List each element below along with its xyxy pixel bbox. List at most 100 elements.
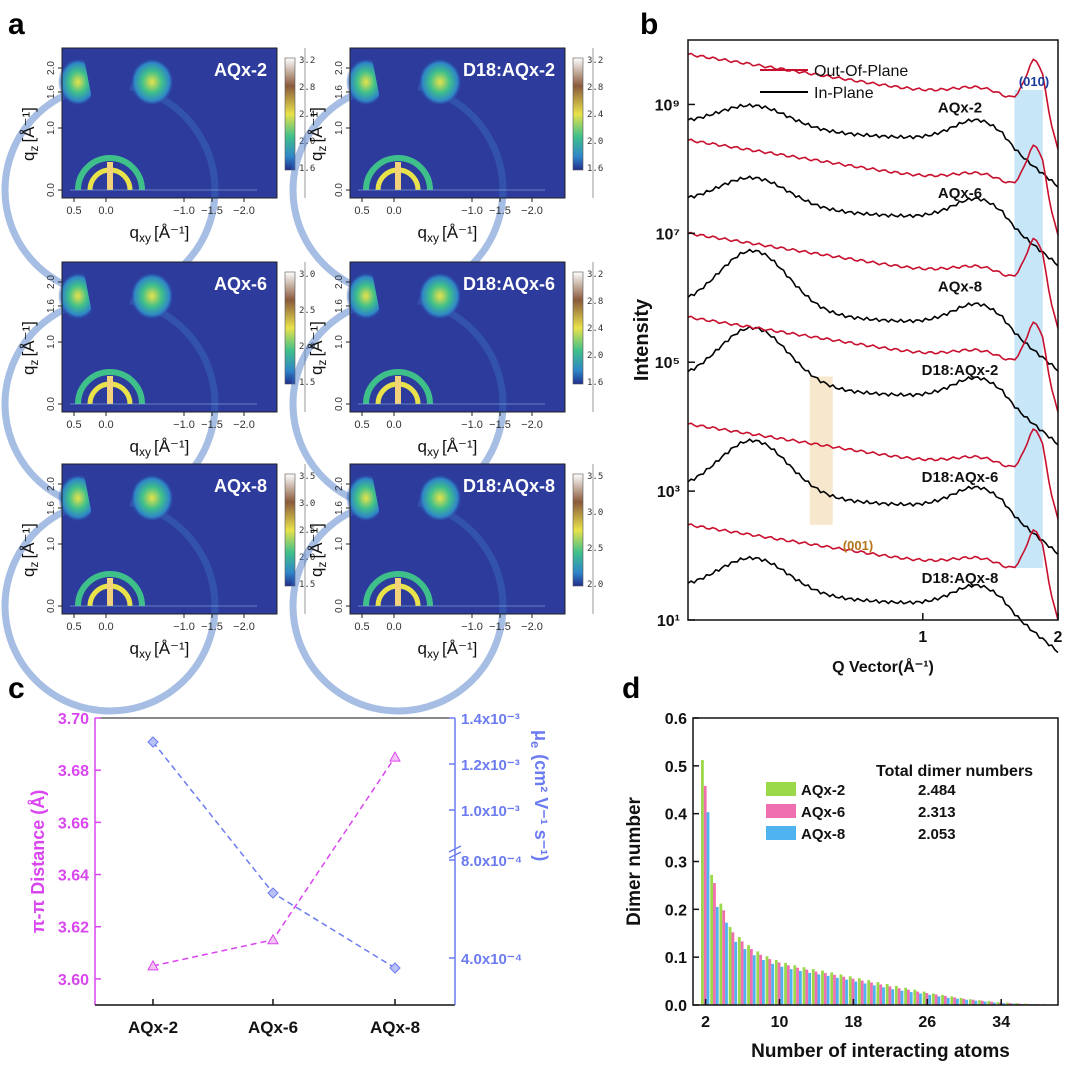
map-ytick-label: 1.6 [334, 501, 345, 515]
legend-swatch-AQx-8 [766, 826, 796, 840]
bar-AQx-6-28 [943, 995, 947, 1005]
map-xtick-label: −1.0 [461, 205, 483, 217]
map-xtick-label: −1.0 [461, 419, 483, 431]
colorbar-tick: 2.8 [587, 297, 603, 307]
map-missing-wedge [82, 262, 138, 404]
bar-AQx-2-21 [876, 982, 880, 1005]
colorbar-tick: 3.0 [587, 508, 603, 518]
map-ytick-label: 0.0 [334, 397, 345, 411]
colorbar-tick: 3.0 [299, 270, 315, 280]
map-frame [349, 463, 566, 615]
left-ytick-label: 3.70 [58, 711, 89, 728]
map-ytick-label: 0.0 [46, 183, 57, 197]
map-ytick-label: 1.6 [46, 299, 57, 313]
giwaxs-map-3: AQx-6 0.5 0.0 −1.0 −1.5 −2.0 2.0 1.6 1.0 0.0 qxy [Å… [1, 261, 315, 513]
bar-AQx-8-34 [1002, 1003, 1005, 1005]
bar-AQx-2-5 [728, 927, 732, 1005]
map-ytick-label: 1.6 [334, 299, 345, 313]
colorbar [572, 473, 584, 587]
bar-AQx-8-9 [771, 963, 775, 1005]
giwaxs-map-1: AQx-2 0.5 0.0 −1.0 −1.5 −2.0 2.0 1.6 1.0 0.0 qxy [Å… [1, 47, 315, 299]
bar-AQx-8-16 [835, 977, 839, 1005]
map-xlabel-sub: xy [139, 445, 151, 459]
bar-AQx-8-24 [909, 992, 913, 1005]
colorbar-tick: 2.0 [587, 351, 603, 361]
in-plane-curve-AQx-6 [687, 175, 1059, 267]
bar-AQx-6-30 [962, 998, 966, 1005]
map-title: D18:AQx-6 [463, 274, 555, 294]
colorbar-tick: 2.0 [299, 342, 315, 352]
out-of-plane-curve-AQx-8 [687, 231, 1059, 329]
map-specular-streak [395, 162, 401, 190]
axis-break-mark [448, 851, 462, 859]
map-ylabel-unit: [Å⁻¹] [307, 523, 326, 558]
bar-AQx-8-23 [900, 990, 904, 1005]
colorbar-tick: 1.6 [299, 164, 315, 174]
map-xtick-label: 0.5 [66, 621, 81, 633]
colorbar-tick: 3.5 [299, 472, 315, 482]
map-xlabel: qxy [Å⁻¹] [418, 639, 478, 661]
bar-AQx-6-15 [823, 972, 827, 1005]
bar-AQx-6-7 [749, 949, 753, 1005]
colorbar-tick: 1.6 [587, 378, 603, 388]
sample-label-D18:AQx-6: D18:AQx-6 [922, 469, 999, 486]
bar-AQx-8-28 [946, 997, 950, 1005]
right-axis-title-unit: (cm² V⁻¹ s⁻¹) [531, 754, 551, 861]
map-xtick-label: 0.5 [66, 205, 81, 217]
sample-label-AQx-6: AQx-6 [938, 185, 982, 202]
bar-AQx-2-8 [756, 951, 760, 1005]
bar-AQx-2-33 [987, 1001, 991, 1005]
bar-AQx-6-22 [888, 986, 892, 1005]
ytick-label: 0.0 [665, 998, 687, 1015]
colorbar-tick: 2.5 [587, 544, 603, 554]
bar-AQx-2-6 [737, 937, 741, 1005]
map-xtick-label: −2.0 [521, 205, 543, 217]
y-axis-title: Dimer number [624, 796, 645, 925]
bar-AQx-8-22 [891, 989, 895, 1005]
bar-AQx-6-25 [916, 991, 920, 1005]
out-of-plane-curve-AQx-6 [687, 138, 1059, 236]
map-xtick-label: 0.0 [386, 419, 401, 431]
map-ytick-label: 1.6 [334, 85, 345, 99]
colorbar-tick: 2.4 [587, 324, 603, 334]
left-ytick-label: 3.60 [58, 972, 89, 989]
map-ylabel: qz[Å⁻¹] [307, 321, 329, 375]
xtick-label: 18 [845, 1014, 863, 1031]
map-specular-streak [107, 162, 113, 190]
bar-AQx-8-11 [789, 969, 793, 1006]
map-xlabel: qxy [Å⁻¹] [130, 639, 190, 661]
map-ytick-label: 2.0 [334, 477, 345, 491]
map-xlabel-sub: xy [139, 231, 151, 245]
map-ytick-label: 2.0 [46, 61, 57, 75]
ytick-label: 10¹ [657, 613, 680, 630]
xtick-label: 2 [1054, 629, 1063, 646]
left-ytick-label: 3.68 [58, 763, 89, 780]
bar-AQx-8-2 [706, 812, 710, 1005]
ytick-label: 10⁵ [655, 355, 680, 372]
distance-line [152, 756, 396, 967]
ytick-label: 10³ [657, 484, 680, 501]
map-ytick-label: 0.0 [46, 397, 57, 411]
bar-AQx-2-10 [774, 960, 778, 1005]
colorbar-tick: 2.0 [587, 580, 603, 590]
map-xlabel-unit: [Å⁻¹] [154, 437, 189, 456]
colorbar-tick: 2.4 [299, 110, 315, 120]
right-ytick-label: 8.0x10⁻⁴ [461, 853, 522, 870]
map-xtick-label: 0.5 [354, 205, 369, 217]
panel-d-dimer-histogram: 0.0 0.1 0.2 0.3 0.4 0.5 0.6 2 10 18 26 34 Number of … [624, 711, 1059, 1062]
map-missing-wedge [370, 262, 426, 404]
map-frame [349, 47, 566, 199]
bar-AQx-8-19 [863, 983, 867, 1005]
map-xtick-label: 0.0 [386, 205, 401, 217]
map-ytick-label: 1.0 [46, 121, 57, 135]
bar-AQx-8-32 [983, 1001, 987, 1005]
right-ytick-label: 1.4x10⁻³ [461, 711, 520, 728]
bar-AQx-2-9 [765, 956, 769, 1005]
map-ring-outer [75, 369, 145, 405]
map-ylabel-unit: [Å⁻¹] [19, 321, 38, 356]
map-xtick-label: −1.5 [201, 419, 223, 431]
map-xtick-label: −1.0 [173, 205, 195, 217]
plot-frame [687, 39, 1059, 621]
map-ylabel: qz[Å⁻¹] [19, 321, 41, 375]
mobility-line [152, 741, 396, 969]
